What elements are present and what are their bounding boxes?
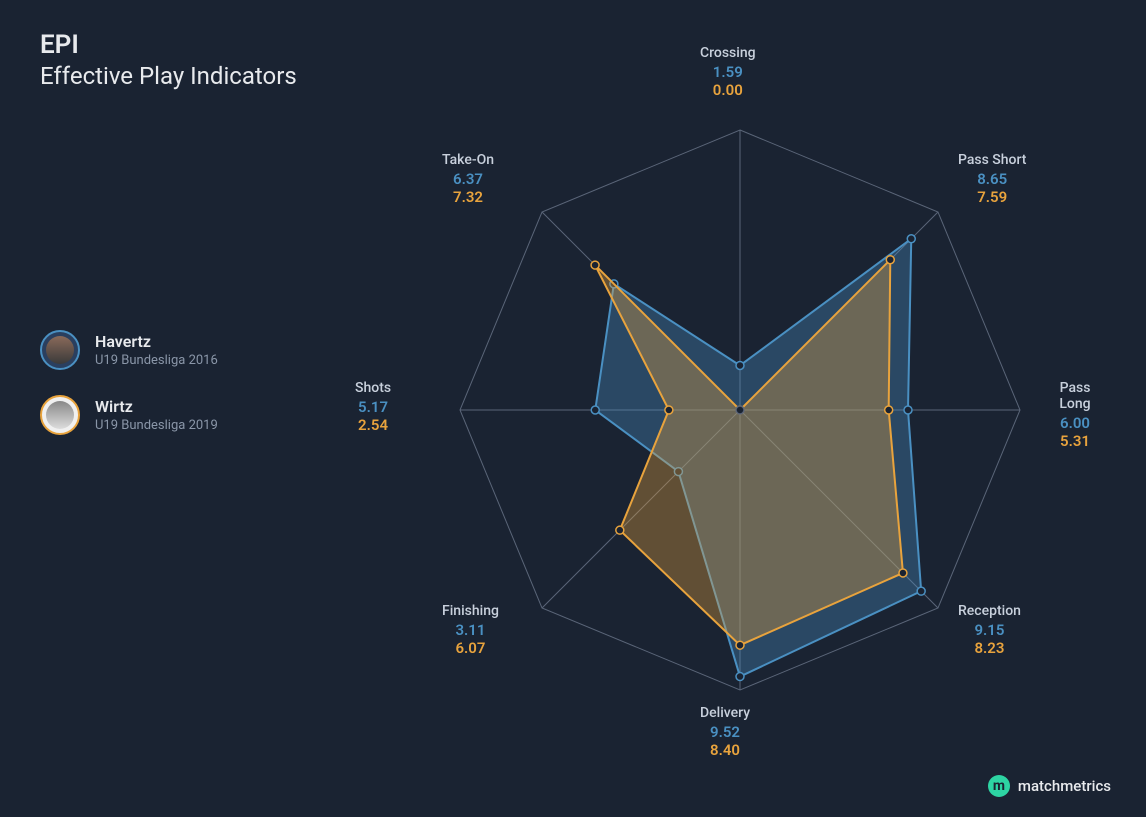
axis-value-player1: 9.15 [958, 621, 1021, 639]
legend-name-player1: Havertz [95, 332, 218, 351]
legend: Havertz U19 Bundesliga 2016 Wirtz U19 Bu… [40, 330, 218, 460]
legend-sub-player1: U19 Bundesliga 2016 [95, 353, 218, 368]
brand-icon: m [988, 775, 1010, 797]
avatar-player2 [40, 395, 80, 435]
axis-name: Take-On [442, 152, 494, 168]
axis-value-player2: 2.54 [355, 416, 391, 434]
radar-chart: Crossing1.590.00Pass Short8.657.59Pass L… [380, 50, 1100, 770]
axis-value-player1: 5.17 [355, 398, 391, 416]
axis-label: Reception 9.158.23 [958, 603, 1021, 657]
axis-value-player1: 8.65 [958, 170, 1026, 188]
axis-label: Pass Short 8.657.59 [958, 152, 1026, 206]
brand-name: matchmetrics [1018, 777, 1111, 795]
axis-value-player1: 9.52 [700, 723, 750, 741]
axis-value-player1: 1.59 [700, 63, 756, 81]
axis-value-player2: 7.32 [442, 188, 494, 206]
axis-value-player2: 5.31 [1050, 432, 1100, 450]
axis-label: Pass Long 6.005.31 [1050, 380, 1100, 450]
legend-sub-player2: U19 Bundesliga 2019 [95, 418, 218, 433]
axis-value-player2: 8.40 [700, 741, 750, 759]
header-title: Effective Play Indicators [40, 62, 297, 90]
axis-name: Delivery [700, 705, 750, 721]
avatar-player1 [40, 330, 80, 370]
axis-value-player2: 8.23 [958, 639, 1021, 657]
brand: m matchmetrics [988, 775, 1111, 797]
axis-label: Take-On 6.377.32 [442, 152, 494, 206]
axis-value-player1: 3.11 [442, 621, 499, 639]
axis-name: Pass Long [1050, 380, 1100, 412]
axis-value-player1: 6.00 [1050, 414, 1100, 432]
axis-value-player1: 6.37 [442, 170, 494, 188]
axis-name: Crossing [700, 45, 756, 61]
header-acronym: EPI [40, 30, 297, 60]
axis-label: Finishing 3.116.07 [442, 603, 499, 657]
axis-label: Delivery 9.528.40 [700, 705, 750, 759]
legend-name-player2: Wirtz [95, 397, 218, 416]
chart-header: EPI Effective Play Indicators [40, 30, 297, 90]
axis-value-player2: 0.00 [700, 81, 756, 99]
axis-name: Reception [958, 603, 1021, 619]
axis-value-player2: 7.59 [958, 188, 1026, 206]
axis-value-player2: 6.07 [442, 639, 499, 657]
legend-item-player2: Wirtz U19 Bundesliga 2019 [40, 395, 218, 435]
axis-name: Finishing [442, 603, 499, 619]
legend-item-player1: Havertz U19 Bundesliga 2016 [40, 330, 218, 370]
axis-label: Shots 5.172.54 [355, 380, 391, 434]
axis-name: Pass Short [958, 152, 1026, 168]
axis-label: Crossing 1.590.00 [700, 45, 756, 99]
axis-name: Shots [355, 380, 391, 396]
